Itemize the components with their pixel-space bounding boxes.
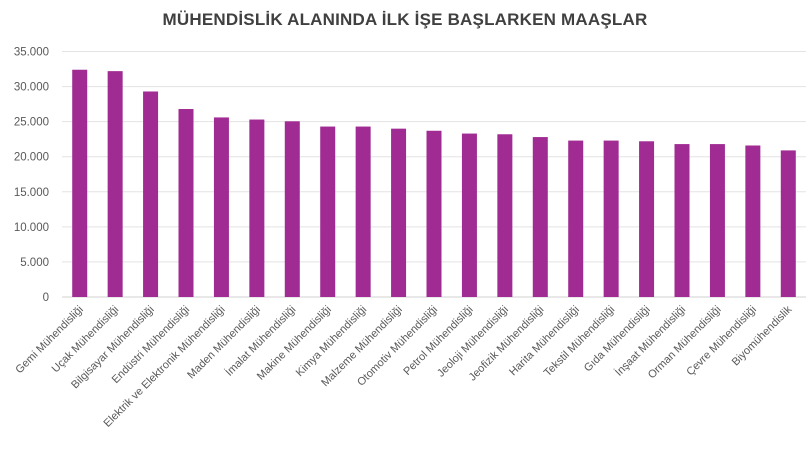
bar <box>320 126 336 297</box>
bar <box>709 144 725 297</box>
bar <box>284 121 300 297</box>
bar <box>568 140 584 297</box>
y-tick-label: 20.000 <box>14 152 49 164</box>
y-tick-label: 30.000 <box>14 82 49 94</box>
bar <box>461 133 477 297</box>
bar <box>355 126 371 297</box>
y-tick-label: 15.000 <box>14 187 49 199</box>
x-tick-label: Gıda Mühendisliği <box>582 304 653 375</box>
bar <box>603 140 619 297</box>
x-tick-label: Gemi Mühendisliği <box>13 304 85 376</box>
bar <box>780 150 796 297</box>
y-tick-label: 25.000 <box>14 117 49 129</box>
bar <box>497 134 513 297</box>
y-tick-label: 10.000 <box>14 222 49 234</box>
bar <box>213 117 229 297</box>
bar <box>178 109 194 297</box>
bar <box>72 69 88 297</box>
chart-title: MÜHENDİSLİK ALANINDA İLK İŞE BAŞLARKEN M… <box>162 10 648 29</box>
bar <box>639 141 655 297</box>
bar <box>107 71 123 297</box>
bar <box>745 145 761 297</box>
bar <box>532 137 548 297</box>
bar <box>391 128 407 297</box>
y-tick-label: 35.000 <box>14 47 49 59</box>
y-tick-label: 0 <box>43 292 49 304</box>
bar <box>249 119 265 297</box>
bar <box>674 144 690 297</box>
bar <box>143 91 159 297</box>
x-tick-label: Biyomühendislik <box>730 303 795 368</box>
x-tick-label: Uçak Mühendisliği <box>50 304 122 376</box>
bar <box>426 130 442 297</box>
y-tick-label: 5.000 <box>20 257 49 269</box>
